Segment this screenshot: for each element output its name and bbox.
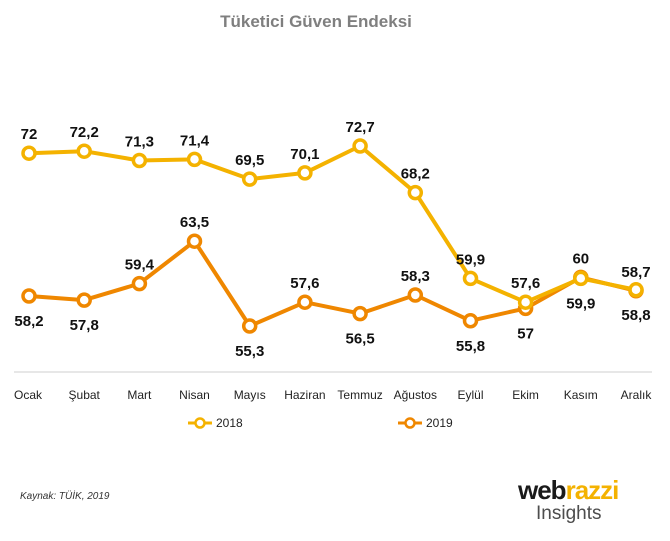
point-2019-Mart — [131, 275, 148, 292]
point-2019-Ağustos — [407, 287, 424, 303]
x-tick-label-1: Ocak — [14, 388, 43, 402]
point-2018-Nisan — [186, 151, 203, 168]
data-label-layer: 72 72,2 71,3 71,4 69,5 70,1 72,7 68,2 59,9 57,6 59… — [14, 119, 650, 360]
data-label-2019-Kasım: 60 — [572, 250, 589, 267]
x-tick-label-12: Aralık — [621, 388, 653, 402]
logo-insights-text: Insights — [536, 503, 602, 524]
x-tick-label-10: Ekim — [512, 388, 539, 402]
webrazzi-insights-logo: webrazzi Insights — [518, 477, 628, 525]
data-label-2018-Mayıs: 69,5 — [235, 152, 264, 169]
data-label-2019-Ağustos: 58,3 — [401, 268, 430, 285]
series-line-2018 — [27, 144, 638, 305]
point-2018-Ekim — [517, 294, 534, 310]
point-2018-Temmuz — [352, 138, 368, 154]
chart-title: Tüketici Güven Endeksi — [220, 12, 412, 31]
source-note: Kaynak: TÜİK, 2019 — [20, 491, 110, 502]
point-2019-Haziran — [297, 294, 313, 310]
data-label-2019-Haziran: 57,6 — [290, 275, 319, 292]
data-label-2018-Şubat: 72,2 — [70, 124, 99, 141]
logo-razzi-text: razzi — [565, 475, 620, 505]
x-tick-label-4: Nisan — [179, 388, 210, 402]
legend-label-2019: 2019 — [426, 416, 453, 430]
data-label-2019-Mart: 59,4 — [125, 257, 155, 274]
point-2019-Mayıs — [241, 318, 258, 334]
x-tick-label-7: Temmuz — [337, 388, 382, 402]
data-label-2018-Aralık: 58,8 — [621, 307, 650, 324]
point-2019-Şubat — [76, 292, 92, 308]
x-tick-label-5: Mayıs — [234, 388, 266, 402]
data-label-2019-Eylül: 55,8 — [456, 338, 485, 355]
logo-web-text: web — [518, 475, 567, 505]
x-tick-layer: Ocak Şubat Mart Nisan Mayıs Haziran Temmuz Ağus… — [14, 388, 652, 402]
data-label-2018-Haziran: 70,1 — [290, 146, 319, 163]
point-2018-Aralık — [628, 282, 644, 298]
data-label-2019-Aralık: 58,7 — [621, 264, 650, 281]
data-label-2018-Eylül: 59,9 — [456, 251, 485, 268]
point-2019-Ocak — [21, 288, 37, 304]
legend-swatch-marker-2018 — [194, 417, 206, 429]
x-tick-label-2: Şubat — [69, 388, 101, 402]
point-2018-Ocak — [21, 145, 37, 161]
data-label-2018-Ocak: 72 — [21, 126, 38, 143]
point-2018-Ağustos — [407, 184, 424, 201]
legend-swatch-marker-2019 — [404, 417, 416, 429]
x-tick-label-3: Mart — [127, 388, 152, 402]
data-label-2018-Ağustos: 68,2 — [401, 166, 430, 183]
x-tick-label-6: Haziran — [284, 388, 325, 402]
point-2018-Mayıs — [241, 171, 258, 187]
data-label-2019-Nisan: 63,5 — [180, 214, 209, 231]
data-label-2019-Temmuz: 56,5 — [345, 331, 374, 348]
data-label-2019-Ocak: 58,2 — [14, 313, 43, 330]
data-label-2018-Nisan: 71,4 — [180, 132, 210, 149]
data-label-2019-Mayıs: 55,3 — [235, 343, 264, 360]
x-tick-label-8: Ağustos — [394, 388, 437, 402]
data-label-2018-Mart: 71,3 — [125, 134, 154, 151]
series-line-2019 — [27, 239, 638, 328]
point-2018-Eylül — [462, 270, 479, 287]
point-2019-Nisan — [186, 233, 203, 249]
data-label-2018-Ekim: 57,6 — [511, 275, 540, 292]
data-label-2018-Kasım: 59,9 — [566, 295, 595, 312]
point-2019-Temmuz — [352, 305, 368, 322]
data-label-2019-Şubat: 57,8 — [70, 317, 99, 334]
point-2018-Mart — [131, 152, 148, 169]
data-label-2018-Temmuz: 72,7 — [345, 119, 374, 136]
legend-label-2018: 2018 — [216, 416, 243, 430]
x-tick-label-9: Eylül — [457, 388, 483, 402]
x-tick-label-11: Kasım — [564, 388, 598, 402]
point-2019-Eylül — [462, 313, 479, 329]
point-2018-Haziran — [297, 165, 313, 181]
series-layer — [21, 138, 644, 334]
point-2018-Şubat — [76, 143, 92, 159]
data-label-2019-Ekim: 57 — [517, 325, 534, 342]
point-2018-Kasım — [573, 270, 589, 287]
legend: 2018 2019 — [188, 416, 453, 430]
